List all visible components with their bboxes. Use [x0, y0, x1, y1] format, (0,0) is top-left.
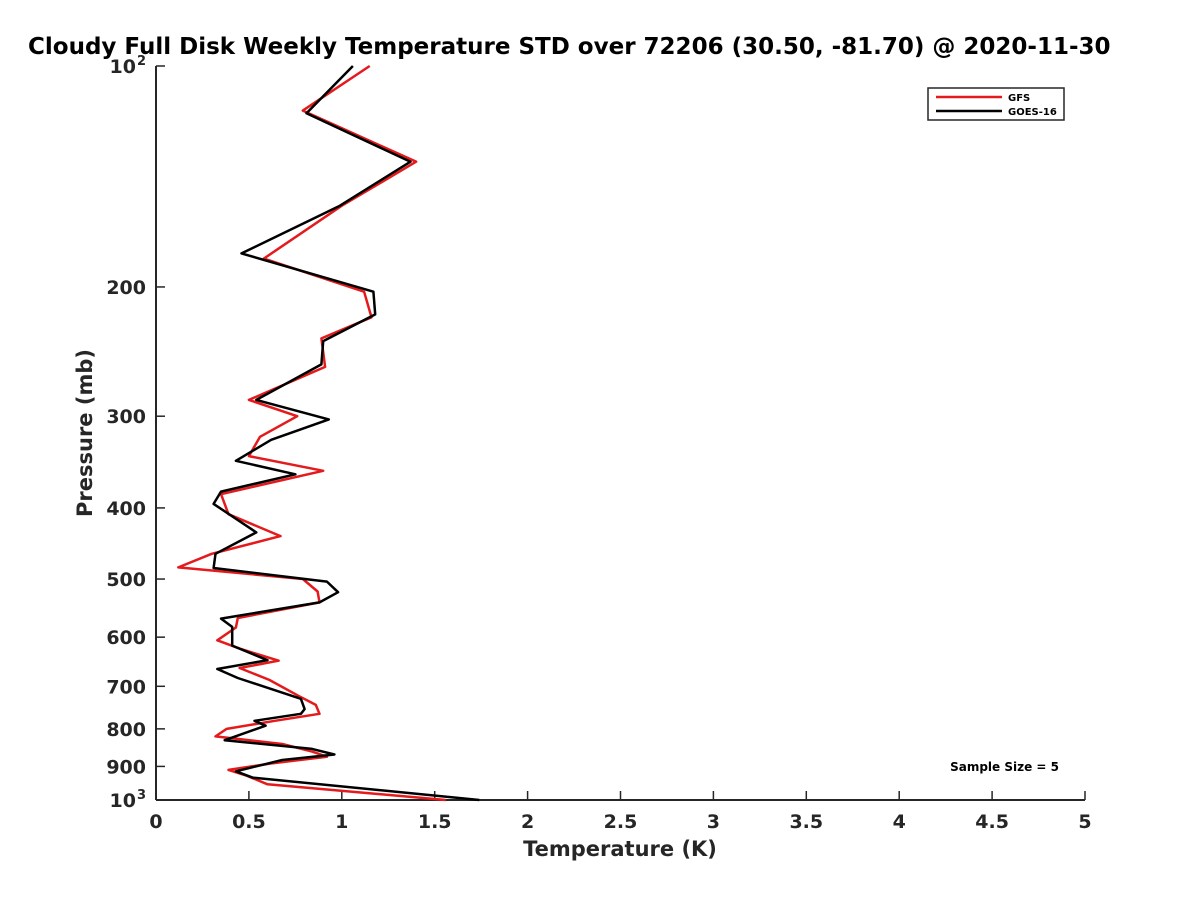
y-tick-exponent: 3 [137, 788, 146, 803]
x-tick-label: 4.5 [975, 811, 1009, 833]
y-tick-label: 200 [106, 277, 146, 299]
series-line-goes-16 [212, 65, 480, 802]
legend-label-goes-16: GOES-16 [1008, 107, 1057, 118]
y-tick-label: 500 [106, 569, 146, 591]
y-tick-label: 600 [106, 627, 146, 649]
x-tick-label: 5 [1078, 811, 1091, 833]
y-tick-label: 800 [106, 719, 146, 741]
legend: GFS GOES-16 [927, 87, 1065, 121]
x-tick-label: 2.5 [604, 811, 638, 833]
x-tick-label: 4 [893, 811, 906, 833]
y-tick-label: 900 [106, 756, 146, 778]
x-tick-label: 0.5 [232, 811, 266, 833]
x-tick-label: 0 [149, 811, 162, 833]
y-tick-label: 300 [106, 406, 146, 428]
x-axis-label: Temperature (K) [523, 837, 717, 861]
series-layer [177, 64, 480, 802]
x-tick-label: 1 [335, 811, 348, 833]
sample-size-annotation: Sample Size = 5 [950, 760, 1059, 774]
legend-box [927, 87, 1065, 121]
plot-area [156, 66, 1085, 800]
x-tick-label: 1.5 [418, 811, 452, 833]
x-ticks: 0 0.5 1 1.5 2 2.5 3 3.5 4 4.5 5 [149, 791, 1092, 833]
y-tick-label: 400 [106, 498, 146, 520]
y-tick-label: 700 [106, 676, 146, 698]
y-tick-label: 10 [110, 56, 136, 78]
legend-label-gfs: GFS [1008, 93, 1030, 104]
y-tick-label: 10 [110, 790, 136, 812]
x-tick-label: 2 [521, 811, 534, 833]
chart-title: Cloudy Full Disk Weekly Temperature STD … [28, 34, 1111, 60]
x-tick-label: 3.5 [789, 811, 823, 833]
y-tick-exponent: 2 [137, 54, 146, 69]
x-tick-label: 3 [707, 811, 720, 833]
y-axis-label: Pressure (mb) [73, 349, 97, 517]
